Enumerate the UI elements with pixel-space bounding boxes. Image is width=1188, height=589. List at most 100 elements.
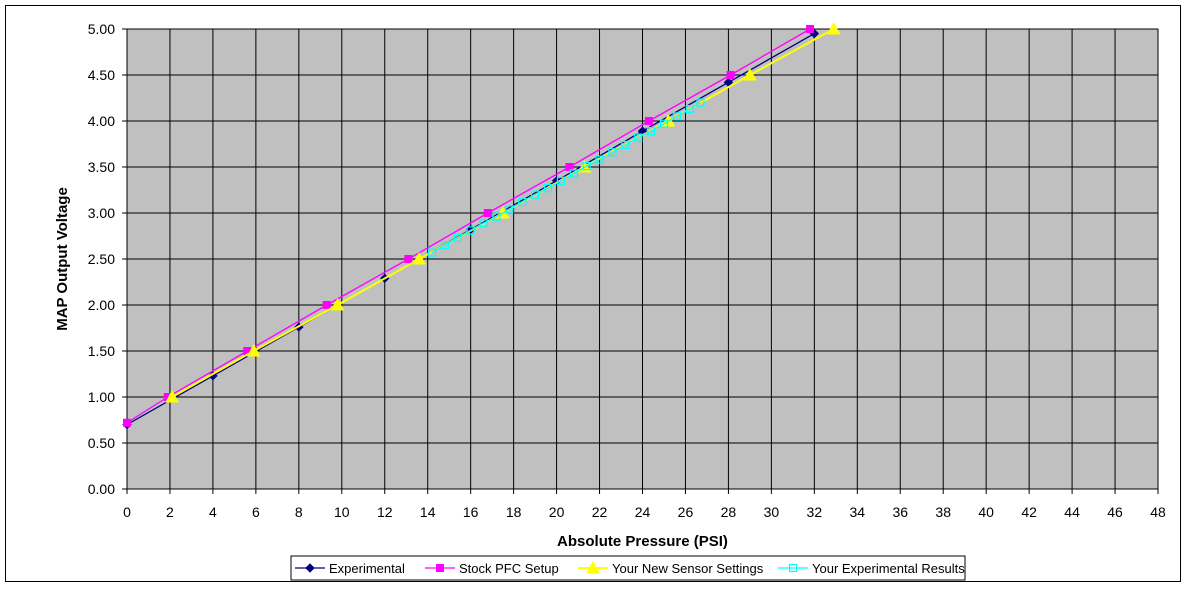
series-layer — [122, 21, 841, 430]
y-tick-label: 0.50 — [88, 435, 115, 451]
data-point — [634, 133, 643, 142]
x-tick-label: 2 — [166, 504, 174, 520]
data-point — [165, 389, 179, 403]
y-tick-label: 2.50 — [88, 251, 115, 267]
legend-item: Your New Sensor Settings — [578, 560, 764, 576]
data-point — [453, 233, 462, 242]
series-1 — [123, 25, 815, 427]
x-tick-label: 4 — [209, 504, 217, 520]
legend-item: Stock PFC Setup — [425, 561, 559, 576]
x-tick-label: 10 — [334, 504, 350, 520]
y-tick-label: 4.00 — [88, 113, 115, 129]
data-point — [404, 255, 413, 263]
data-point — [483, 209, 492, 217]
data-point — [440, 241, 449, 250]
legend-label: Stock PFC Setup — [459, 561, 559, 576]
data-point — [531, 190, 540, 199]
data-point — [543, 184, 553, 193]
x-tick-label: 30 — [764, 504, 780, 520]
data-point — [479, 219, 488, 228]
data-point — [672, 112, 681, 121]
y-axis-title: MAP Output Voltage — [54, 187, 71, 331]
x-tick-label: 14 — [420, 504, 436, 520]
legend-label: Your Experimental Results — [812, 561, 965, 576]
data-point — [595, 155, 604, 164]
x-tick-label: 44 — [1064, 504, 1080, 520]
legend-label: Experimental — [329, 561, 405, 576]
data-point — [659, 119, 669, 128]
legend-marker-shape — [788, 563, 798, 573]
data-point — [492, 212, 501, 221]
y-tick-label: 4.50 — [88, 67, 115, 83]
legend-marker — [788, 563, 798, 573]
data-point — [646, 127, 656, 136]
legend-box — [290, 555, 966, 581]
legend-marker — [586, 560, 600, 574]
data-point — [696, 98, 705, 107]
legend-marker-shape — [586, 560, 600, 574]
data-point — [608, 148, 617, 157]
data-point — [565, 163, 574, 171]
x-tick-label: 6 — [252, 504, 260, 520]
data-point — [826, 21, 841, 35]
legend-item: Experimental — [295, 561, 405, 576]
y-tick-label: 3.50 — [88, 159, 115, 175]
x-tick-label: 32 — [807, 504, 823, 520]
data-point — [427, 248, 437, 257]
data-point — [621, 140, 630, 150]
legend-item: Your Experimental Results — [778, 561, 965, 576]
x-tick-label: 22 — [592, 504, 608, 520]
series-3 — [427, 98, 705, 257]
x-tick-label: 36 — [892, 504, 908, 520]
legend-marker — [436, 564, 444, 572]
data-point — [505, 205, 514, 214]
x-tick-label: 0 — [123, 504, 131, 520]
x-tick-label: 26 — [678, 504, 694, 520]
legend: Experimental Stock PFC Setup Your New Sens… — [290, 555, 966, 581]
x-tick-label: 20 — [549, 504, 565, 520]
grid-lines — [126, 28, 1159, 490]
x-tick-label: 12 — [377, 504, 393, 520]
x-tick-label: 28 — [721, 504, 737, 520]
data-point — [726, 71, 735, 79]
x-tick-label: 40 — [978, 504, 994, 520]
x-tick-label: 46 — [1107, 504, 1123, 520]
legend-marker — [305, 563, 315, 573]
series-line — [126, 28, 811, 424]
y-tick-label: 3.00 — [88, 205, 115, 221]
series-line — [431, 102, 701, 254]
x-tick-label: 38 — [935, 504, 951, 520]
legend-marker-shape — [305, 563, 315, 573]
x-tick-label: 24 — [635, 504, 651, 520]
data-point — [569, 169, 578, 178]
y-tick-label: 1.00 — [88, 389, 115, 405]
y-axis-ticks: 0.00 0.50 1.00 1.50 2.00 2.50 3.00 3.50 4.00 4.50… — [88, 21, 127, 497]
x-tick-label: 8 — [295, 504, 303, 520]
y-tick-label: 2.00 — [88, 297, 115, 313]
legend-marker-shape — [436, 564, 444, 572]
data-point — [322, 301, 331, 309]
y-tick-label: 0.00 — [88, 481, 115, 497]
y-tick-label: 5.00 — [88, 21, 115, 37]
x-tick-label: 18 — [506, 504, 522, 520]
y-tick-label: 1.50 — [88, 343, 115, 359]
data-point — [330, 297, 345, 311]
data-point — [518, 197, 527, 207]
data-point — [466, 226, 475, 235]
x-axis-ticks: 0 2 4 6 8 10 12 14 16 18 20 22 24 26 28 30 32 34 36 38 40 42 4… — [123, 489, 1166, 520]
legend-label: Your New Sensor Settings — [612, 561, 764, 576]
data-point — [412, 251, 426, 265]
data-point — [685, 104, 694, 114]
x-axis-title: Absolute Pressure (PSI) — [557, 533, 728, 550]
data-point — [743, 67, 757, 81]
x-tick-label: 34 — [850, 504, 866, 520]
x-tick-label: 16 — [463, 504, 479, 520]
data-point — [556, 176, 565, 185]
data-point — [644, 117, 653, 125]
data-point — [582, 161, 591, 171]
data-point — [123, 418, 131, 427]
data-point — [246, 343, 261, 357]
x-tick-label: 42 — [1021, 504, 1037, 520]
data-point — [806, 25, 815, 33]
